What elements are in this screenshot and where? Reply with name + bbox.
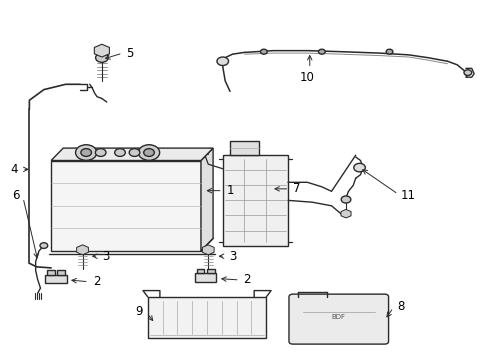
- Circle shape: [318, 49, 325, 54]
- Bar: [229, 141, 259, 155]
- Polygon shape: [201, 148, 213, 251]
- Text: 2: 2: [93, 275, 100, 288]
- Circle shape: [260, 49, 266, 54]
- Text: 8: 8: [396, 300, 404, 313]
- Circle shape: [138, 145, 159, 160]
- Text: 7: 7: [292, 183, 300, 195]
- Text: 11: 11: [400, 189, 415, 202]
- Polygon shape: [51, 148, 213, 161]
- Circle shape: [217, 57, 228, 66]
- Bar: [223, 155, 287, 246]
- Circle shape: [75, 145, 97, 160]
- Bar: [47, 270, 54, 275]
- Circle shape: [353, 163, 365, 172]
- Text: 6: 6: [12, 189, 20, 202]
- Circle shape: [129, 149, 140, 157]
- Circle shape: [386, 49, 392, 54]
- Text: 2: 2: [243, 274, 250, 287]
- FancyBboxPatch shape: [288, 294, 388, 344]
- Circle shape: [143, 149, 154, 157]
- Bar: [207, 269, 214, 273]
- Bar: [51, 161, 201, 251]
- Text: 9: 9: [135, 305, 142, 318]
- Circle shape: [95, 53, 108, 62]
- Circle shape: [341, 196, 350, 203]
- Text: 10: 10: [299, 71, 314, 84]
- Circle shape: [115, 149, 125, 157]
- Text: 1: 1: [226, 184, 234, 197]
- Bar: [195, 273, 216, 282]
- Circle shape: [95, 149, 106, 157]
- Bar: [147, 297, 265, 338]
- Circle shape: [40, 243, 48, 248]
- Bar: [45, 275, 66, 283]
- Bar: [197, 269, 204, 273]
- Text: 5: 5: [126, 46, 133, 60]
- Text: 3: 3: [102, 250, 109, 263]
- Text: 3: 3: [228, 250, 236, 263]
- Circle shape: [81, 149, 91, 157]
- Bar: [57, 270, 64, 275]
- Text: BDF: BDF: [331, 314, 345, 320]
- Text: 4: 4: [11, 163, 18, 176]
- Circle shape: [463, 70, 471, 76]
